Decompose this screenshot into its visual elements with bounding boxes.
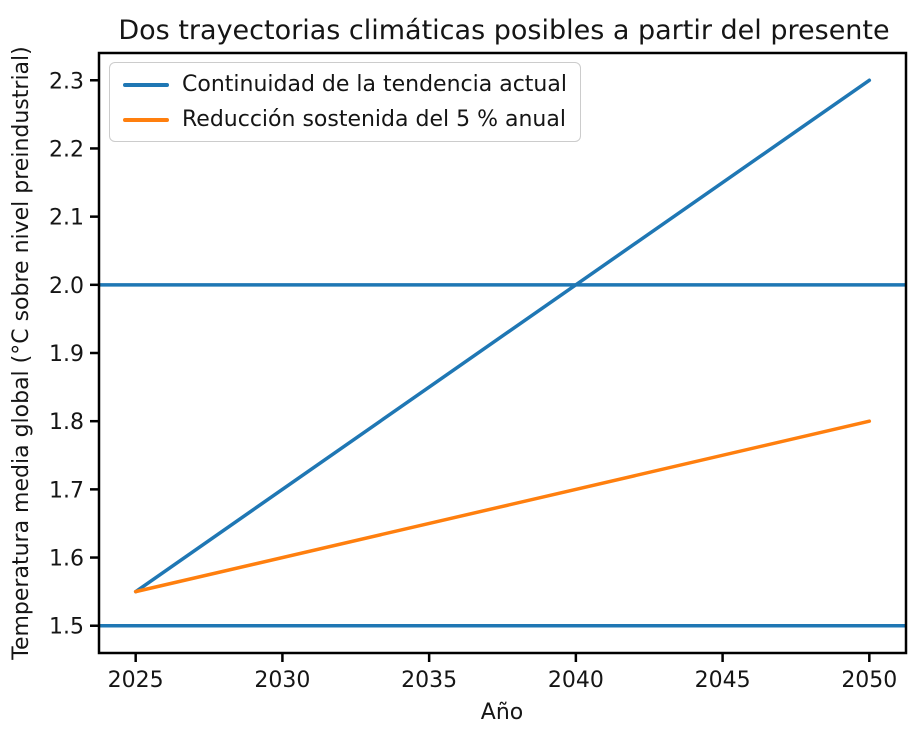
y-tick-label: 2.3 (49, 69, 84, 94)
legend-item: Reducción sostenida del 5 % anual (123, 106, 567, 133)
x-tick-label: 2045 (695, 668, 751, 693)
x-tick-label: 2025 (108, 668, 164, 693)
y-tick-label: 1.8 (49, 410, 84, 435)
y-axis-label: Temperatura media global (°C sobre nivel… (9, 46, 34, 660)
legend-line-swatch (123, 82, 169, 87)
y-tick-label: 1.7 (49, 478, 84, 503)
y-tick-label: 1.6 (49, 547, 84, 572)
chart-title: Dos trayectorias climáticas posibles a p… (118, 15, 889, 46)
y-tick-label: 1.9 (49, 342, 84, 367)
series-line-0 (133, 78, 872, 594)
x-tick-label: 2040 (548, 668, 604, 693)
x-tick-label: 2030 (254, 668, 310, 693)
legend-label: Reducción sostenida del 5 % anual (182, 107, 566, 132)
y-tick-label: 2.1 (49, 206, 84, 231)
legend-label: Continuidad de la tendencia actual (182, 72, 567, 97)
x-axis-label: Año (481, 700, 523, 725)
y-tick-label: 1.5 (49, 615, 84, 640)
legend-box: Continuidad de la tendencia actual Reducc… (109, 62, 581, 142)
x-tick-label: 2050 (841, 668, 897, 693)
y-tick-label: 2.2 (49, 137, 84, 162)
axes-frame (97, 51, 908, 655)
y-tick-label: 2.0 (49, 274, 84, 299)
legend-line-swatch (123, 117, 169, 122)
legend-item: Continuidad de la tendencia actual (123, 71, 567, 98)
series-line-1 (133, 419, 872, 594)
x-tick-label: 2035 (401, 668, 457, 693)
